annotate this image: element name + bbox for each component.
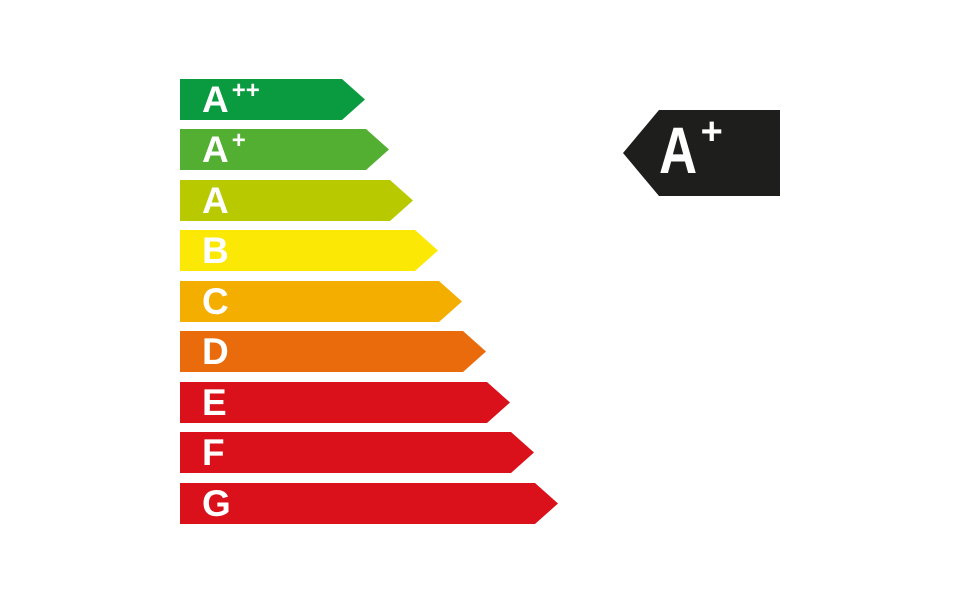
rating-bar-g: G <box>180 483 558 524</box>
rating-bar-label: C <box>180 283 229 320</box>
rating-bar-d: D <box>180 331 486 372</box>
rating-bar-e: E <box>180 382 510 423</box>
rating-bar-label: E <box>180 384 227 421</box>
rating-badge-letter: A <box>659 113 698 187</box>
rating-bar-f: F <box>180 432 534 473</box>
rating-bar-letter: B <box>202 230 229 271</box>
rating-bar-label: G <box>180 485 231 522</box>
rating-badge-plus: + <box>700 111 723 153</box>
rating-bar-letter: D <box>202 331 229 372</box>
rating-bar-letter: F <box>202 432 225 473</box>
rating-bar-letter: A <box>202 180 229 221</box>
rating-bar-plus: ++ <box>231 77 260 104</box>
rating-badge-label: A + <box>659 113 723 187</box>
rating-bar-letter: A <box>202 129 229 170</box>
rating-badge: A + <box>623 110 780 196</box>
rating-bar-a+: A + <box>180 129 389 170</box>
rating-bar-label: A ++ <box>180 81 260 118</box>
rating-bar-c: C <box>180 281 462 322</box>
rating-bar-label: A <box>180 182 229 219</box>
rating-bar-letter: G <box>202 483 231 524</box>
rating-bar-b: B <box>180 230 438 271</box>
rating-bar-label: B <box>180 232 229 269</box>
rating-bar-a: A <box>180 180 413 221</box>
rating-bar-label: D <box>180 333 229 370</box>
rating-bar-label: F <box>180 434 225 471</box>
rating-bar-a++: A ++ <box>180 79 365 120</box>
rating-bar-letter: E <box>202 382 227 423</box>
rating-bar-letter: C <box>202 281 229 322</box>
rating-bar-label: A + <box>180 131 246 168</box>
rating-bar-letter: A <box>202 79 229 120</box>
rating-bar-plus: + <box>231 127 246 154</box>
